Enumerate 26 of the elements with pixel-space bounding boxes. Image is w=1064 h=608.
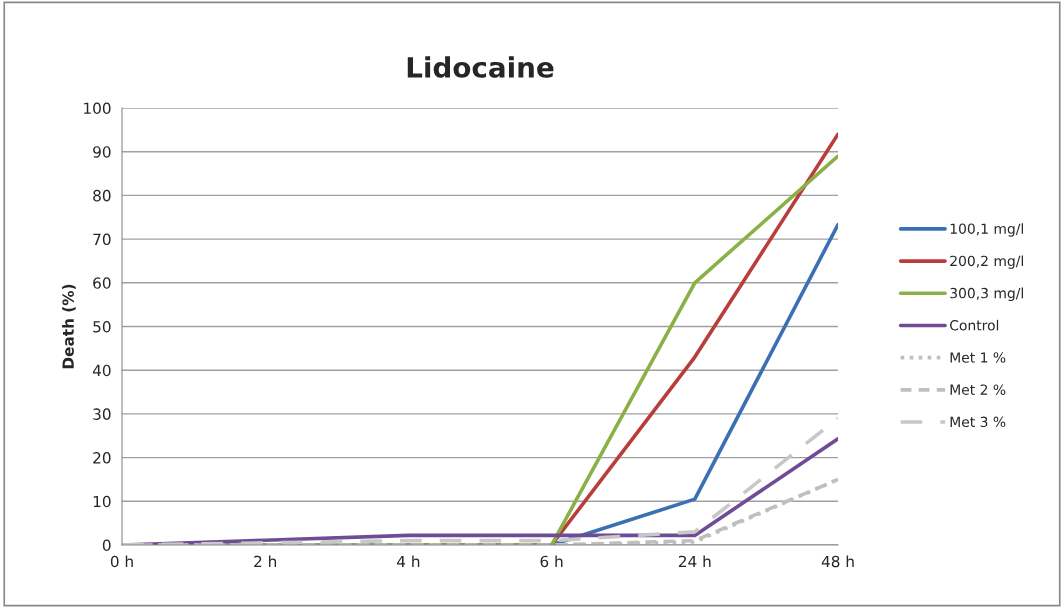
y-tick-label: 40	[92, 364, 111, 377]
x-tick-label: 48 h	[821, 555, 854, 568]
y-tick-label: 70	[93, 233, 111, 246]
legend-label: 200,2 mg/l	[950, 255, 1023, 269]
x-tick-label: 0 h	[110, 555, 133, 568]
x-tick-label: 2 h	[254, 555, 277, 568]
x-tick-label: 6 h	[540, 555, 563, 568]
x-tick-label: 24 h	[678, 555, 711, 568]
y-tick-label: 100	[84, 102, 111, 115]
x-tick-label: 4 h	[397, 555, 420, 568]
y-tick-label: 80	[93, 189, 111, 202]
y-tick-label: 60	[93, 277, 111, 289]
legend-label: 100,1 mg/l	[950, 223, 1023, 237]
y-axis-title: Death (%)	[62, 284, 76, 369]
legend-label: Met 3 %	[950, 416, 1006, 428]
chart-title: Lidocaine	[407, 56, 554, 78]
legend-label: Control	[950, 319, 999, 331]
y-tick-label: 30	[93, 408, 111, 420]
legend-label: 300,3 mg/l	[950, 287, 1023, 302]
legend-label: Met 2 %	[950, 384, 1006, 395]
y-tick-label: 10	[93, 495, 111, 508]
y-tick-label: 20	[93, 452, 111, 464]
y-tick-label: 50	[93, 320, 111, 333]
y-tick-label: 90	[93, 146, 111, 158]
y-tick-label: 0	[102, 539, 111, 552]
legend-label: Met 1 %	[950, 352, 1006, 363]
